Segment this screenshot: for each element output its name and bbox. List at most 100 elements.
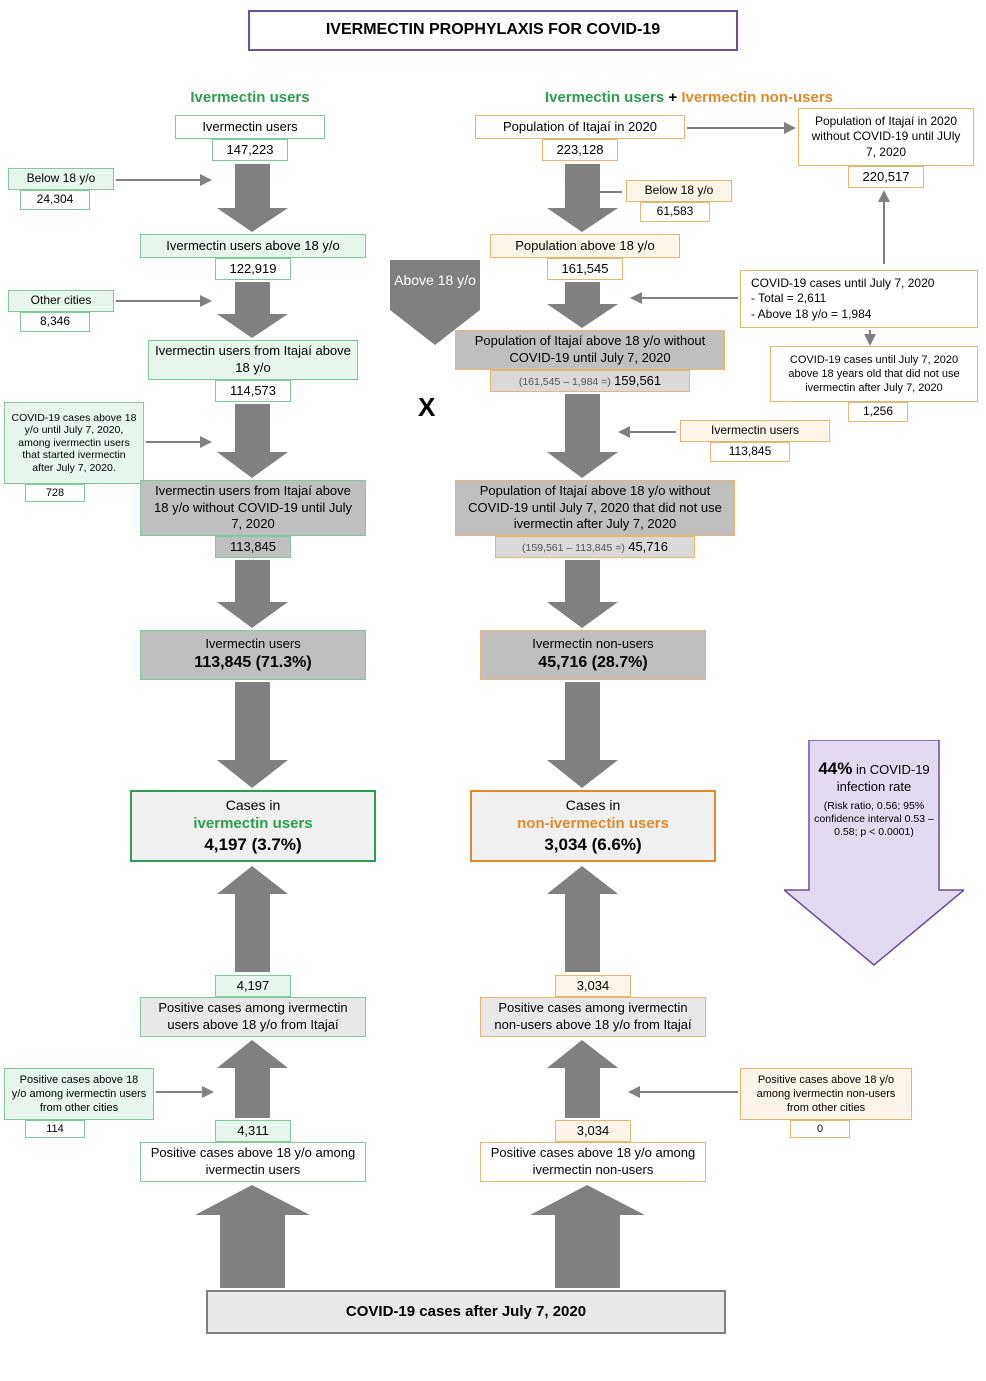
right-posside-val-text: 0 (797, 1122, 843, 1136)
left-pos1-label: Positive cases among ivermectin users ab… (147, 1000, 359, 1034)
right-n1: Population of Itajaí in 2020 (475, 115, 685, 139)
right-pos1-val-text: 3,034 (562, 978, 624, 995)
right-pos2-val-text: 3,034 (562, 1123, 624, 1140)
right-side3: Ivermectin users (680, 420, 830, 442)
right-n1-val-text: 223,128 (549, 142, 611, 159)
left-side2-label: Other cities (15, 293, 107, 309)
right-n1-label: Population of Itajaí in 2020 (482, 119, 678, 136)
right-n4: Population of Itajaí above 18 y/o withou… (455, 480, 735, 536)
left-pos2: Positive cases above 18 y/o among iverme… (140, 1142, 366, 1182)
left-n2: Ivermectin users above 18 y/o (140, 234, 366, 258)
right-pos1-label: Positive cases among ivermectin non-user… (487, 1000, 699, 1034)
left-side1-label: Below 18 y/o (15, 171, 107, 187)
left-column-header: Ivermectin users (150, 84, 350, 112)
right-n1-val: 223,128 (542, 139, 618, 161)
left-posside-val: 114 (25, 1120, 85, 1138)
right-posside: Positive cases above 18 y/o among iverme… (740, 1068, 912, 1120)
left-posside: Positive cases above 18 y/o among iverme… (4, 1068, 154, 1120)
right-posside-label: Positive cases above 18 y/o among iverme… (747, 1073, 905, 1116)
left-n4-label: Ivermectin users from Itajaí above 18 y/… (147, 483, 359, 534)
left-side3-val-text: 728 (32, 486, 78, 500)
left-pos2-label: Positive cases above 18 y/o among iverme… (147, 1145, 359, 1179)
left-side3: COVID-19 cases above 18 y/o until July 7… (4, 402, 144, 484)
left-side3-label: COVID-19 cases above 18 y/o until July 7… (11, 412, 137, 475)
right-n3-sub: (161,545 – 1,984 =) (519, 376, 611, 388)
purple-result-content: 44% in COVID-19 infection rate (Risk rat… (814, 758, 934, 839)
left-pos1-val-text: 4,197 (222, 978, 284, 995)
left-n1-val: 147,223 (212, 139, 288, 161)
right-cases-b: non-ivermectin users (482, 814, 704, 834)
left-cases-a: Cases in (142, 796, 364, 814)
left-pos1: Positive cases among ivermectin users ab… (140, 997, 366, 1037)
main-title-text: IVERMECTIN PROPHYLAXIS FOR COVID-19 (280, 20, 706, 41)
pentagon-text: Above 18 y/o (394, 272, 476, 289)
right-n3-val: (161,545 – 1,984 =) 159,561 (490, 370, 690, 392)
right-posside-val: 0 (790, 1120, 850, 1138)
right-header-b: Ivermectin non-users (681, 89, 833, 106)
right-pos1-val: 3,034 (555, 975, 631, 997)
right-far1-val-text: 220,517 (855, 169, 917, 186)
purple-detail: (Risk ratio, 0.56; 95% confidence interv… (814, 800, 934, 839)
left-n4-val: 113,845 (215, 536, 291, 558)
right-side1-val-text: 61,583 (647, 204, 703, 220)
right-n4-val-text: 45,716 (628, 539, 668, 554)
left-side2-val-text: 8,346 (27, 314, 83, 330)
right-far3-label: COVID-19 cases until July 7, 2020 above … (777, 353, 971, 396)
left-side1-val: 24,304 (20, 190, 90, 210)
left-posside-val-text: 114 (32, 1122, 78, 1136)
left-n3-label: Ivermectin users from Itajaí above 18 y/… (155, 343, 351, 377)
right-n2-label: Population above 18 y/o (497, 238, 673, 255)
right-pos2: Positive cases above 18 y/o among iverme… (480, 1142, 706, 1182)
right-cases: Cases in non-ivermectin users 3,034 (6.6… (470, 790, 716, 862)
right-far1: Population of Itajaí in 2020 without COV… (798, 108, 974, 166)
left-result1-label: Ivermectin users (147, 636, 359, 653)
left-n1-val-text: 147,223 (219, 142, 281, 159)
right-pos2-label: Positive cases above 18 y/o among iverme… (487, 1145, 699, 1179)
right-far1-val: 220,517 (848, 166, 924, 188)
left-pos2-val-text: 4,311 (222, 1123, 284, 1140)
main-title: IVERMECTIN PROPHYLAXIS FOR COVID-19 (248, 10, 738, 51)
right-n2-val: 161,545 (547, 258, 623, 280)
right-side3-label: Ivermectin users (687, 423, 823, 439)
right-far3: COVID-19 cases until July 7, 2020 above … (770, 346, 978, 402)
left-n4-val-text: 113,845 (222, 539, 284, 556)
left-result1: Ivermectin users 113,845 (71.3%) (140, 630, 366, 680)
left-cases-val: 4,197 (3.7%) (142, 834, 364, 856)
right-header-plus: + (664, 89, 681, 106)
left-n3-val: 114,573 (215, 380, 291, 402)
purple-pct: 44% (818, 759, 852, 778)
right-side1-label: Below 18 y/o (633, 183, 725, 199)
right-n3: Population of Itajaí above 18 y/o withou… (455, 330, 725, 370)
right-pos1: Positive cases among ivermectin non-user… (480, 997, 706, 1037)
left-n4: Ivermectin users from Itajaí above 18 y/… (140, 480, 366, 536)
right-result1-val: 45,716 (28.7%) (487, 653, 699, 674)
left-n1-label: Ivermectin users (182, 119, 318, 136)
left-side1: Below 18 y/o (8, 168, 114, 190)
right-cases-a: Cases in (482, 796, 704, 814)
right-result1-label: Ivermectin non-users (487, 636, 699, 653)
right-far2-label: COVID-19 cases until July 7, 2020 - Tota… (751, 276, 971, 323)
right-result1: Ivermectin non-users 45,716 (28.7%) (480, 630, 706, 680)
right-n3-label: Population of Itajaí above 18 y/o withou… (462, 333, 718, 367)
right-side1: Below 18 y/o (626, 180, 732, 202)
left-side2-val: 8,346 (20, 312, 90, 332)
right-far1-label: Population of Itajaí in 2020 without COV… (805, 114, 967, 161)
left-n2-val: 122,919 (215, 258, 291, 280)
left-pos2-val: 4,311 (215, 1120, 291, 1142)
right-far3-val-text: 1,256 (855, 404, 901, 420)
right-cases-val: 3,034 (6.6%) (482, 834, 704, 856)
right-far3-val: 1,256 (848, 402, 908, 422)
left-side1-val-text: 24,304 (27, 192, 83, 208)
right-header-a: Ivermectin users (545, 89, 664, 106)
right-side3-val-text: 113,845 (717, 444, 783, 460)
pentagon-label: Above 18 y/o (390, 272, 480, 289)
left-n1: Ivermectin users (175, 115, 325, 139)
left-cases-b: ivermectin users (142, 814, 364, 834)
left-cases: Cases in ivermectin users 4,197 (3.7%) (130, 790, 376, 862)
footer-text: COVID-19 cases after July 7, 2020 (248, 1302, 684, 1322)
right-n2: Population above 18 y/o (490, 234, 680, 258)
left-n2-label: Ivermectin users above 18 y/o (147, 238, 359, 255)
left-side3-val: 728 (25, 484, 85, 502)
right-far2: COVID-19 cases until July 7, 2020 - Tota… (740, 270, 978, 328)
right-n4-val: (159,561 – 113,845 =) 45,716 (495, 536, 695, 558)
